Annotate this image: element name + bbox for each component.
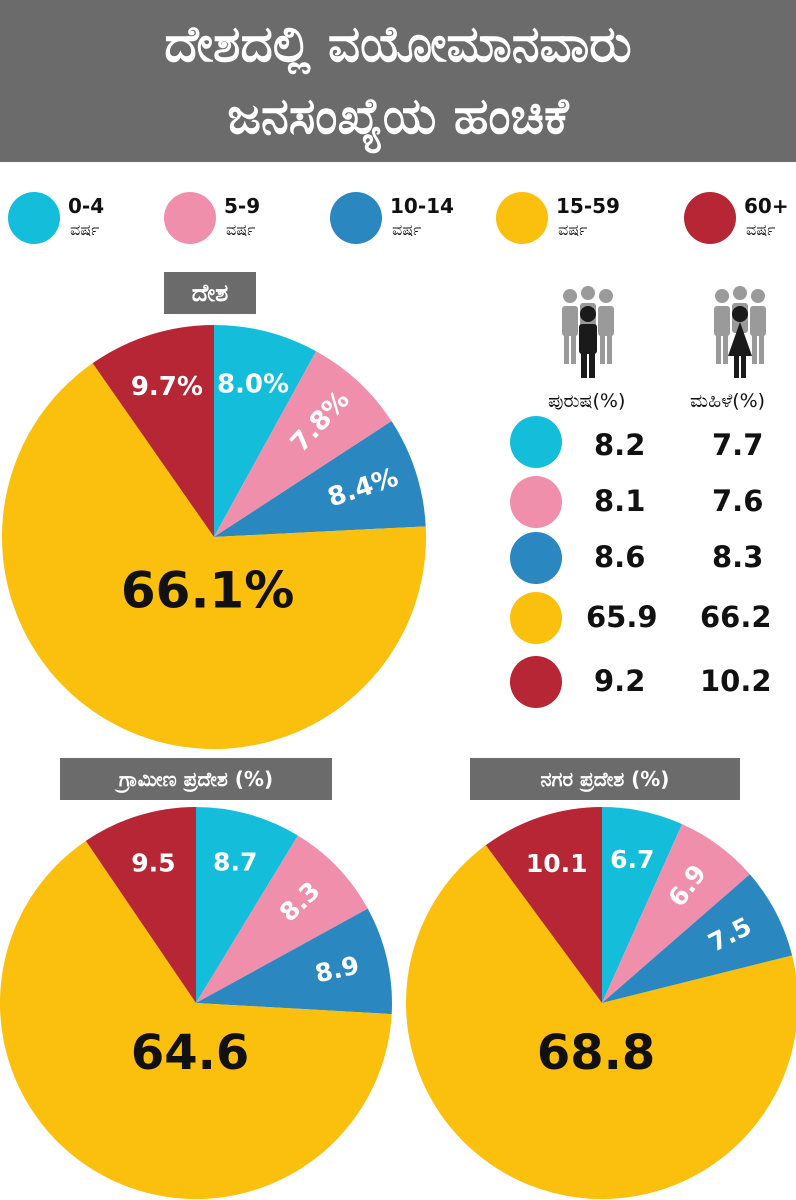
- pie-slice-5-9: [602, 824, 750, 1003]
- title-line-1: ದೇಶದಲ್ಲಿ ವಯೋಮಾನವಾರು: [164, 15, 632, 73]
- pie-label-15-59: 66.1%: [121, 562, 294, 620]
- pie-slice-5-9: [214, 351, 392, 537]
- pie-slice-5-9: [196, 835, 368, 1003]
- pie-slice-15-59: [406, 845, 796, 1199]
- legend-swatch-15-59: [496, 192, 548, 244]
- female-group-icon: [714, 286, 766, 378]
- male-value-15-59: 65.9: [586, 600, 658, 634]
- female-value-5-9: 7.6: [712, 484, 764, 518]
- legend-swatch-0-4: [8, 192, 60, 244]
- legend-unit-label: ವರ್ಷ: [746, 220, 776, 239]
- urban-pie-title: ನಗರ ಪ್ರದೇಶ (%): [470, 758, 740, 800]
- pie-label-15-59: 68.8: [537, 1025, 655, 1081]
- legend-unit-label: ವರ್ಷ: [392, 220, 422, 239]
- pie-label-0-4: 8.0%: [217, 370, 289, 400]
- table-swatch-5-9: [510, 476, 562, 528]
- male-value-60-plus: 9.2: [594, 664, 646, 698]
- pie-slice-0-4: [214, 325, 317, 537]
- pie-label-60-plus: 9.5: [131, 848, 175, 877]
- pie-slice-0-4: [602, 807, 683, 1003]
- table-swatch-0-4: [510, 416, 562, 468]
- urban-pie: 6.7 6.97.568.810.1: [406, 807, 796, 1199]
- female-value-60-plus: 10.2: [700, 664, 772, 698]
- pie-slice-0-4: [196, 807, 298, 1003]
- pie-label-60-plus: 9.7%: [131, 372, 203, 402]
- pie-label-60-plus: 10.1: [526, 849, 588, 878]
- pie-slice-10-14: [602, 874, 793, 1003]
- table-swatch-15-59: [510, 592, 562, 644]
- legend-swatch-10-14: [330, 192, 382, 244]
- male-group-icon: [562, 286, 614, 378]
- country-pie: 8.0%7.8%8.4%66.1%9.7%: [1, 325, 426, 749]
- legend-range-label: 15-59: [556, 194, 620, 218]
- legend-unit-label: ವರ್ಷ: [558, 220, 588, 239]
- pie-slice-15-59: [1, 363, 426, 749]
- legend-unit-label: ವರ್ಷ: [70, 220, 100, 239]
- pie-label-0-4: 6.7: [610, 845, 654, 874]
- female-value-15-59: 66.2: [700, 600, 772, 634]
- pie-slice-60-plus: [92, 325, 214, 537]
- pie-slice-60-plus: [485, 807, 602, 1003]
- title-line-2: ಜನಸಂಖ್ಯೆಯ ಹಂಚಿಕೆ: [227, 87, 569, 145]
- female-value-10-14: 8.3: [712, 540, 764, 574]
- female-value-0-4: 7.7: [712, 428, 764, 462]
- legend-swatch-60-plus: [684, 192, 736, 244]
- legend-range-label: 0-4: [68, 194, 105, 218]
- pie-label-0-4: 8.7: [213, 847, 257, 876]
- legend-unit-label: ವರ್ಷ: [226, 220, 256, 239]
- rural-pie-title: ಗ್ರಾಮೀಣ ಪ್ರದೇಶ (%): [60, 758, 332, 800]
- table-swatch-10-14: [510, 532, 562, 584]
- male-value-10-14: 8.6: [594, 540, 646, 574]
- male-value-5-9: 8.1: [594, 484, 646, 518]
- pie-slice-10-14: [214, 421, 426, 537]
- legend-range-label: 5-9: [224, 194, 261, 218]
- title-banner: ದೇಶದಲ್ಲಿ ವಯೋಮಾನವಾರು ಜನಸಂಖ್ಯೆಯ ಹಂಚಿಕೆ: [0, 0, 796, 162]
- country-pie-title: ದೇಶ: [164, 272, 256, 314]
- female-column-header: ಮಹಿಳೆ(%): [690, 390, 766, 412]
- rural-pie: 8.78.38.964.69.5: [0, 807, 392, 1199]
- pie-slice-60-plus: [85, 807, 196, 1003]
- legend-swatch-5-9: [164, 192, 216, 244]
- pie-slice-10-14: [196, 908, 392, 1015]
- male-column-header: ಪುರುಷ(%): [548, 390, 626, 412]
- legend-range-label: 10-14: [390, 194, 454, 218]
- male-value-0-4: 8.2: [594, 428, 646, 462]
- pie-label-15-59: 64.6: [131, 1025, 249, 1081]
- legend-range-label: 60+: [744, 194, 789, 218]
- table-swatch-60-plus: [510, 656, 562, 708]
- pie-slice-15-59: [0, 840, 392, 1199]
